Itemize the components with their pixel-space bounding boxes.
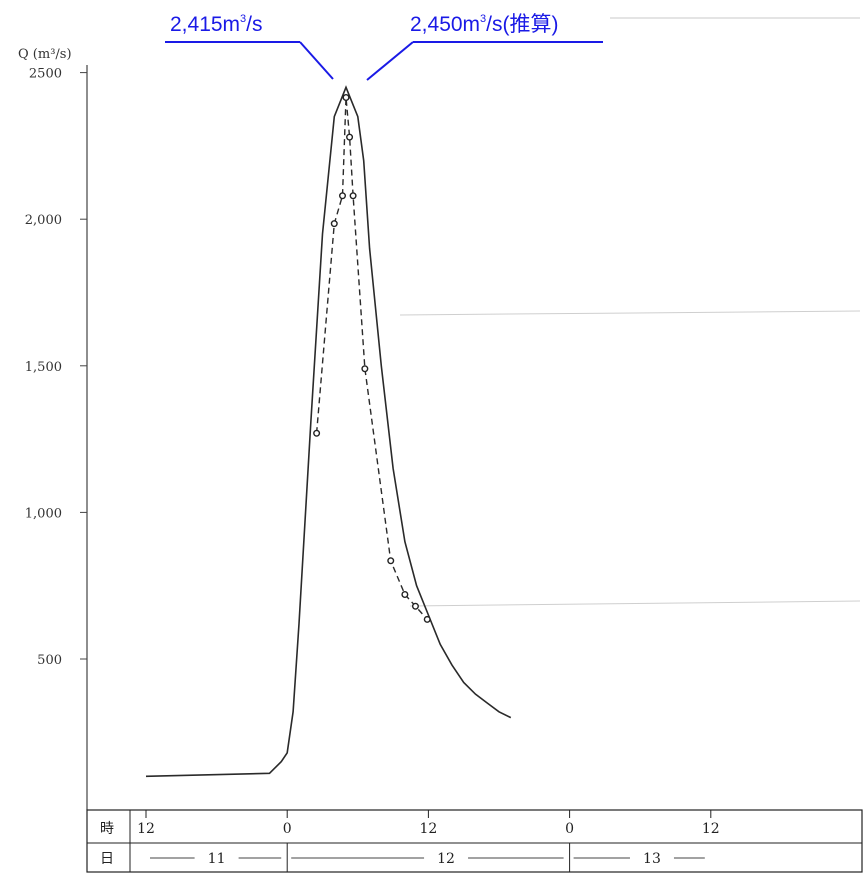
- time-axis: 12 0 12 0 12 11 12 13: [137, 810, 720, 872]
- data-point: [411, 602, 419, 610]
- data-point: [330, 220, 338, 228]
- scan-line: [399, 310, 861, 316]
- y-tick-label: 1,500: [25, 360, 62, 375]
- annotation-peak-estimated: 2,450m3/s(推算): [410, 13, 559, 36]
- data-point: [423, 615, 431, 623]
- data-point: [401, 590, 409, 598]
- annotation-leader: [299, 41, 334, 80]
- data-point: [342, 94, 350, 102]
- day-label: 12: [437, 851, 455, 867]
- scan-line: [409, 600, 861, 607]
- data-point: [387, 557, 395, 565]
- annotation-leader: [366, 41, 414, 81]
- day-label: 13: [643, 851, 661, 867]
- peak-annotations: 2,415m3/s 2,450m3/s(推算): [165, 13, 603, 81]
- series-solid-line: [145, 85, 512, 778]
- y-tick-label: 1,000: [25, 506, 62, 521]
- y-tick-label: 2500: [29, 67, 62, 82]
- hour-row-label: 時: [100, 821, 114, 837]
- annotation-peak-observed: 2,415m3/s: [170, 13, 263, 36]
- series-dashed-markers: [313, 94, 431, 623]
- hour-tick-label: 12: [702, 821, 720, 837]
- data-point: [313, 429, 321, 437]
- y-tick-label: 2,000: [25, 213, 62, 228]
- hour-tick-label: 0: [565, 821, 574, 837]
- time-table: [86, 809, 863, 873]
- day-row-label: 日: [100, 851, 114, 867]
- hour-tick-label: 12: [137, 821, 155, 837]
- data-point: [361, 365, 369, 373]
- hour-tick-label: 12: [419, 821, 437, 837]
- y-axis-label: Q (m³/s): [18, 47, 72, 62]
- series-dashed-line: [315, 97, 428, 620]
- data-point: [339, 192, 347, 200]
- y-tick-label: 500: [37, 653, 62, 668]
- hour-tick-label: 0: [283, 821, 292, 837]
- day-label: 11: [208, 851, 226, 867]
- data-point: [349, 192, 357, 200]
- data-point: [346, 133, 354, 141]
- y-ticks: 500 1,000 1,500 2,000 2500: [25, 67, 87, 668]
